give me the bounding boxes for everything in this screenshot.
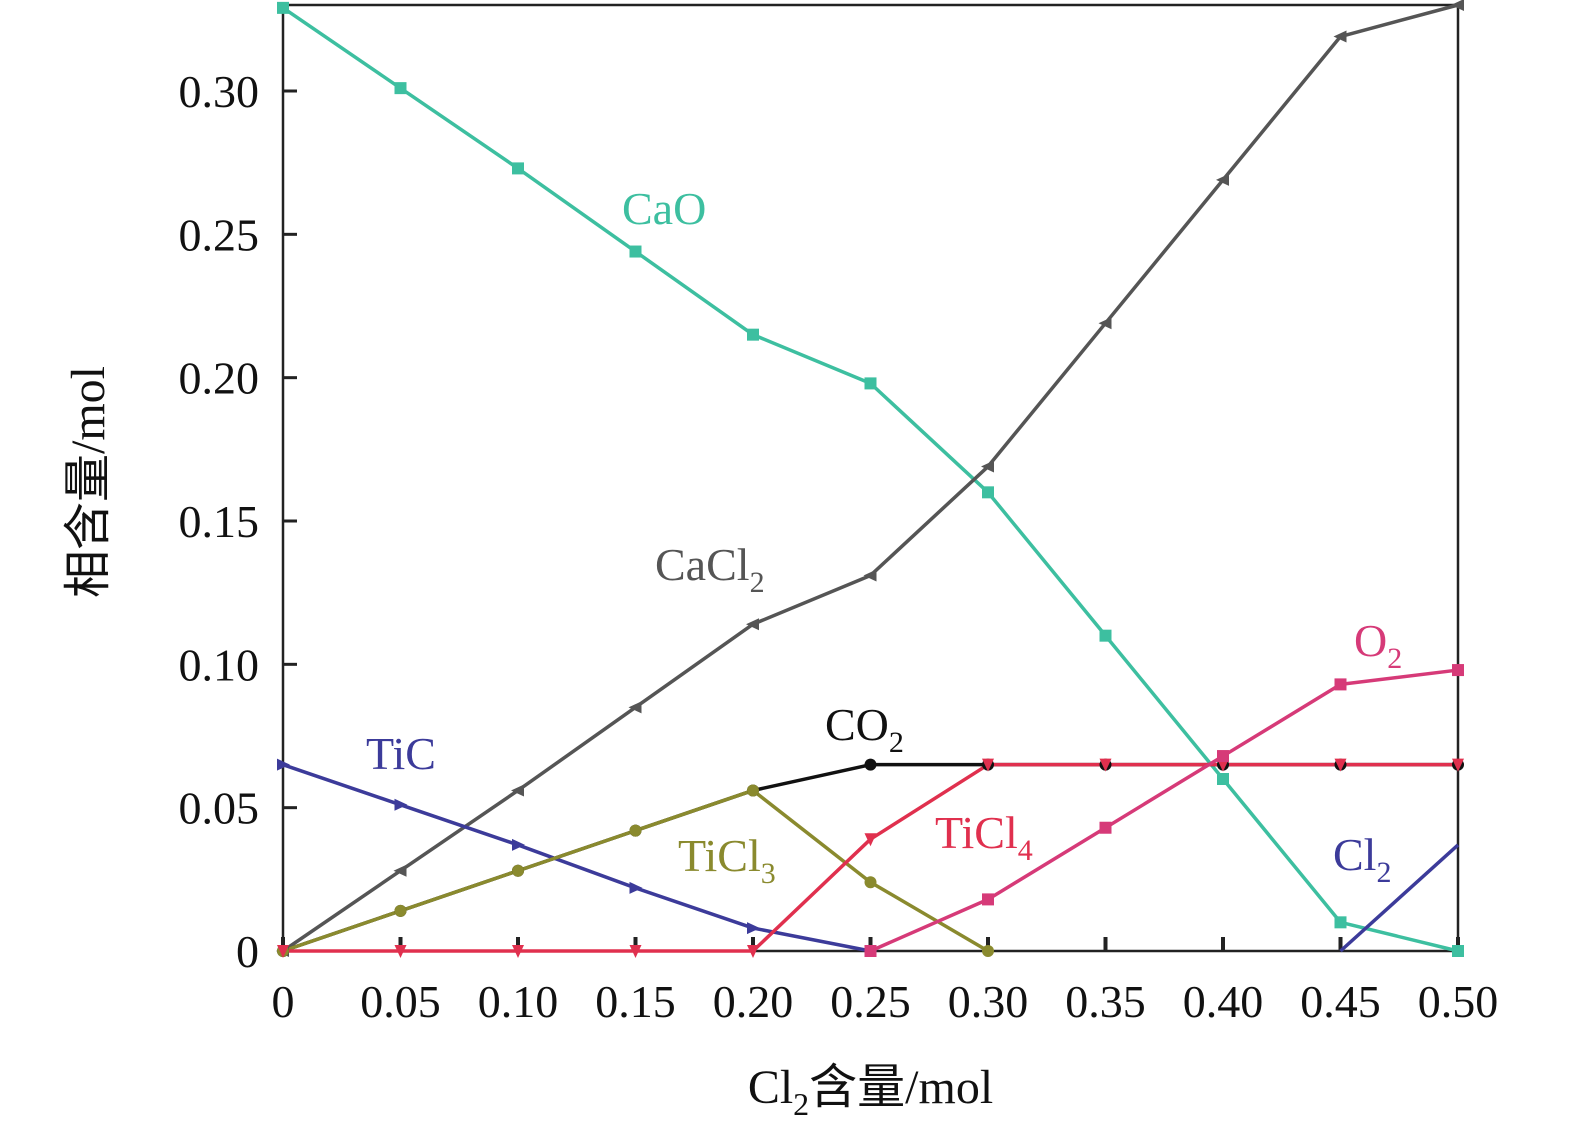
data-point-marker (512, 945, 524, 958)
data-point-marker (864, 377, 877, 390)
data-point-marker (394, 945, 407, 958)
data-point-marker (1217, 750, 1229, 763)
series-line-cacl2 (282, 3, 1459, 953)
data-point-marker (982, 758, 994, 772)
y-tick-label: 0.05 (179, 783, 260, 834)
series-label-o2: O2 (1354, 615, 1402, 675)
series-label-cl2: Cl2 (1333, 829, 1391, 889)
x-tick-label: 0.25 (830, 976, 911, 1027)
series-label-co2: CO2 (825, 699, 904, 759)
data-point-marker (394, 82, 407, 95)
data-point-marker (747, 922, 760, 935)
y-tick-label: 0.30 (179, 66, 260, 117)
data-point-marker (981, 460, 994, 473)
series-lines (282, 3, 1460, 953)
series-labels: CaO CaCl2 TiC CO2 TiCl3 TiCl4 O2 Cl2 (366, 183, 1402, 890)
y-tick-label: 0.25 (179, 209, 260, 260)
data-point-marker (277, 758, 290, 771)
data-point-marker (1098, 317, 1112, 330)
data-point-marker (277, 1, 289, 14)
plot-frame (281, 3, 1460, 953)
data-point-marker (1452, 758, 1464, 772)
x-tick-label: 0.10 (478, 976, 559, 1027)
data-point-marker (864, 876, 877, 889)
data-point-marker (394, 798, 408, 811)
data-point-marker (982, 893, 994, 906)
x-tick-label: 0.45 (1300, 976, 1381, 1027)
data-point-marker (1334, 758, 1347, 772)
y-tick-label: 0.20 (179, 353, 260, 404)
data-point-marker (1099, 821, 1112, 834)
series-line-cl2 (1339, 843, 1460, 953)
data-point-marker (1451, 0, 1464, 11)
x-tick-label: 0.50 (1418, 976, 1499, 1027)
data-point-marker (1334, 916, 1347, 929)
data-point-marker (629, 824, 642, 837)
series-line-co2 (282, 762, 1458, 953)
data-point-marker (512, 838, 525, 851)
data-point-marker (982, 486, 994, 499)
data-point-marker (629, 881, 643, 894)
data-point-marker (1333, 30, 1347, 43)
series-markers (276, 0, 1464, 958)
data-point-marker (1217, 773, 1229, 785)
data-point-marker (746, 618, 759, 631)
series-line-ticl3 (282, 788, 989, 953)
series-label-tic: TiC (366, 728, 436, 779)
data-point-marker (747, 328, 759, 341)
plot-axes (281, 3, 1460, 953)
data-point-marker (747, 784, 759, 797)
data-point-marker (982, 945, 994, 957)
series-line-cao (282, 6, 1459, 953)
x-tick-label: 0.30 (948, 976, 1029, 1027)
data-point-marker (512, 864, 524, 877)
x-axis-title: Cl2含量/mol (748, 1061, 993, 1122)
data-point-marker (393, 864, 407, 877)
data-point-marker (511, 784, 524, 797)
series-label-ticl4: TiCl4 (935, 807, 1033, 867)
y-axis-title: 相含量/mol (62, 366, 115, 598)
series-label-ticl3: TiCl3 (678, 830, 776, 890)
data-point-marker (864, 945, 877, 957)
y-tick-label: 0.10 (179, 639, 260, 690)
data-point-marker (864, 758, 877, 771)
x-tick-label: 0.15 (595, 976, 676, 1027)
data-point-marker (863, 569, 877, 582)
data-point-marker (394, 904, 407, 917)
data-point-marker (629, 245, 642, 258)
data-point-marker (629, 945, 642, 958)
series-line-o2 (869, 668, 1459, 953)
x-tick-label: 0.35 (1065, 976, 1146, 1027)
series-line-ticl4 (283, 762, 1458, 953)
data-point-marker (1452, 945, 1464, 957)
tick-labels: 0 0.05 0.10 0.15 0.20 0.25 0.30 0.35 0.40 0.45 0.5… (179, 66, 1499, 1027)
data-point-marker (1099, 758, 1112, 772)
x-tick-label: 0 (272, 976, 295, 1027)
data-point-marker (864, 833, 877, 847)
data-point-marker (1334, 678, 1347, 691)
data-point-marker (1452, 664, 1464, 677)
data-point-marker (747, 945, 759, 958)
series-label-cacl2: CaCl2 (655, 539, 765, 599)
data-point-marker (628, 701, 642, 714)
x-tick-label: 0.05 (360, 976, 441, 1027)
x-tick-label: 0.20 (713, 976, 794, 1027)
data-point-marker (512, 162, 524, 175)
y-tick-label: 0 (236, 926, 259, 977)
series-label-cao: CaO (622, 183, 706, 234)
y-tick-label: 0.15 (179, 496, 260, 547)
x-tick-label: 0.40 (1183, 976, 1264, 1027)
data-point-marker (1216, 173, 1229, 186)
data-point-marker (277, 945, 289, 958)
data-point-marker (1099, 629, 1112, 642)
